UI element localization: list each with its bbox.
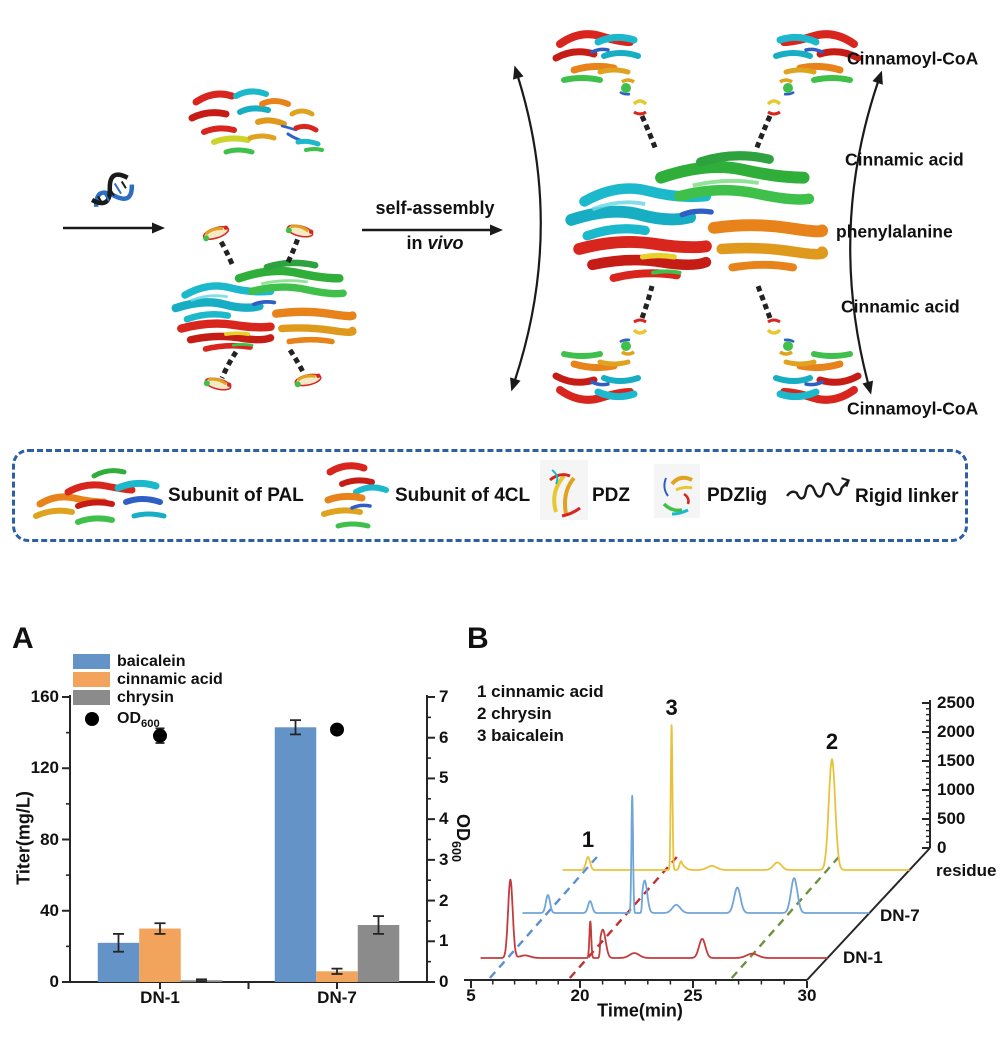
panel-a-chart [62,695,435,989]
cycle-arrow-left [510,65,542,392]
panel-b-intensity-tick-label: 1000 [937,780,975,799]
pdzlig-icon [654,464,700,518]
category-label-dn7: DN-7 [317,988,357,1007]
panel-a-right-tick-label: 7 [439,687,449,706]
chromatogram-trace-DN-7 [521,794,870,914]
product-label-cinnamic-acid-top: Cinnamic acid [845,149,964,170]
legend-label-pdzlig: PDZlig [707,485,768,506]
expression-arrow [63,222,165,234]
retention-guide-line [568,856,678,979]
chrysin-legend-label: chrysin [117,689,174,706]
substrate-label-phenylalanine: phenylalanine [836,221,953,242]
od600-dot [330,722,344,737]
legend-box [12,449,968,542]
self-assembly-arrow [362,224,503,236]
chromatogram-trace-residue [561,724,910,871]
chromatogram-trace-DN-1 [479,878,828,959]
od600-legend-label: OD600 [117,710,160,731]
panel-b-intensity-tick-label: 1500 [937,751,975,770]
cinnamic-acid-swatch [73,672,110,687]
series-label-residue: residue [936,861,997,880]
pal-protein-icon [33,468,167,525]
self-assembly-label: self-assembly [375,198,495,218]
pdz-icon [540,460,588,520]
retention-guide-line [730,856,840,979]
panel-a-right-tick-label: 4 [439,809,449,829]
panel-b-label: B [467,622,489,655]
fourcl-protein-icon [321,462,389,529]
product-label-cinnamoyl-coa-top: Cinnamoyl-CoA [847,48,979,69]
peak-number-label: 3 [665,695,677,720]
pal-4cl-fusion-monomer-structure [188,88,324,155]
legend-label-rigid-linker: Rigid linker [855,486,959,507]
od600-marker-dot [85,712,99,726]
rigid-linker-arms [217,237,307,379]
peak-key-line-2: 2 chrysin [477,704,552,723]
vivo-word: vivo [427,233,464,253]
panel-b-x-tick-label: 25 [683,986,703,1005]
panel-a-left-tick-label: 0 [49,972,59,991]
panel-b-intensity-tick-label: 2000 [937,722,975,741]
bar-cinnamic-acid [139,928,181,982]
series-label-dn7: DN-7 [880,906,920,925]
product-label-cinnamoyl-coa-bottom: Cinnamoyl-CoA [847,398,979,419]
panel-a-legend: baicalein cinnamic acid chrysin OD600 [73,652,273,732]
panel-b-intensity-tick-label: 500 [937,809,966,828]
panel-b-intensity-tick-label: 2500 [937,693,975,712]
panel-b-x-tick-label: 20 [570,986,590,1005]
cycle-arrow-right [849,70,883,395]
peak-number-label: 1 [582,827,594,852]
panel-a-left-tick-label: 40 [40,900,59,920]
panel-b-x-tick-label: 5 [466,986,476,1005]
baicalein-legend-label: baicalein [117,653,186,670]
panel-a-left-tick-label: 160 [30,687,59,706]
panel-a-right-tick-label: 5 [439,768,449,788]
panel-a-right-tick-label: 6 [439,727,449,747]
panel-a-right-tick-label: 3 [439,849,449,869]
peak-key-line-3: 3 baicalein [477,726,564,745]
bar-baicalein [274,727,317,982]
bar-cinnamic-acid [316,971,358,982]
panel-a-right-tick-label: 1 [439,931,449,951]
panel-b-depth-axis [806,847,931,981]
in-vivo-label: in vivo [365,233,505,254]
panel-a-left-tick-label: 80 [40,829,59,849]
panel-b-chart: 1 3 2 [464,695,931,988]
product-label-cinnamic-acid-bottom: Cinnamic acid [841,296,960,317]
rigid-linker-icon [786,477,851,500]
panel-b-x-axis-title: Time(min) [597,1000,683,1021]
legend-label-subunit-of-4cl: Subunit of 4CL [395,485,531,506]
retention-guide-line [488,856,598,979]
series-label-dn1: DN-1 [843,948,883,967]
chrysin-swatch [73,690,110,705]
peak-key-line-1: 1 cinnamic acid [477,682,604,701]
cinnamic-acid-legend-label: cinnamic acid [117,671,223,688]
panel-a-right-tick-label: 2 [439,890,449,910]
legend-label-pdz: PDZ [592,485,630,506]
panel-a-label: A [12,622,34,655]
panel-b-x-tick-label: 30 [797,986,817,1005]
panel-b-intensity-tick-label: 0 [937,838,947,857]
assembly-scheme-graphic [33,0,883,529]
legend-label-subunit-of-pal: Subunit of PAL [168,485,304,506]
panel-a-left-tick-label: 120 [30,758,59,778]
in-word: in [406,233,423,253]
baicalein-swatch [73,654,110,669]
rigid-linker-coils [639,114,773,319]
panel-a-right-tick-label: 0 [439,972,449,991]
assembled-complex-structure [556,34,858,400]
peak-number-label: 2 [826,729,838,754]
category-label-dn1: DN-1 [140,988,180,1007]
od600-dot [153,728,167,743]
fusion-complex-structure [176,221,353,394]
